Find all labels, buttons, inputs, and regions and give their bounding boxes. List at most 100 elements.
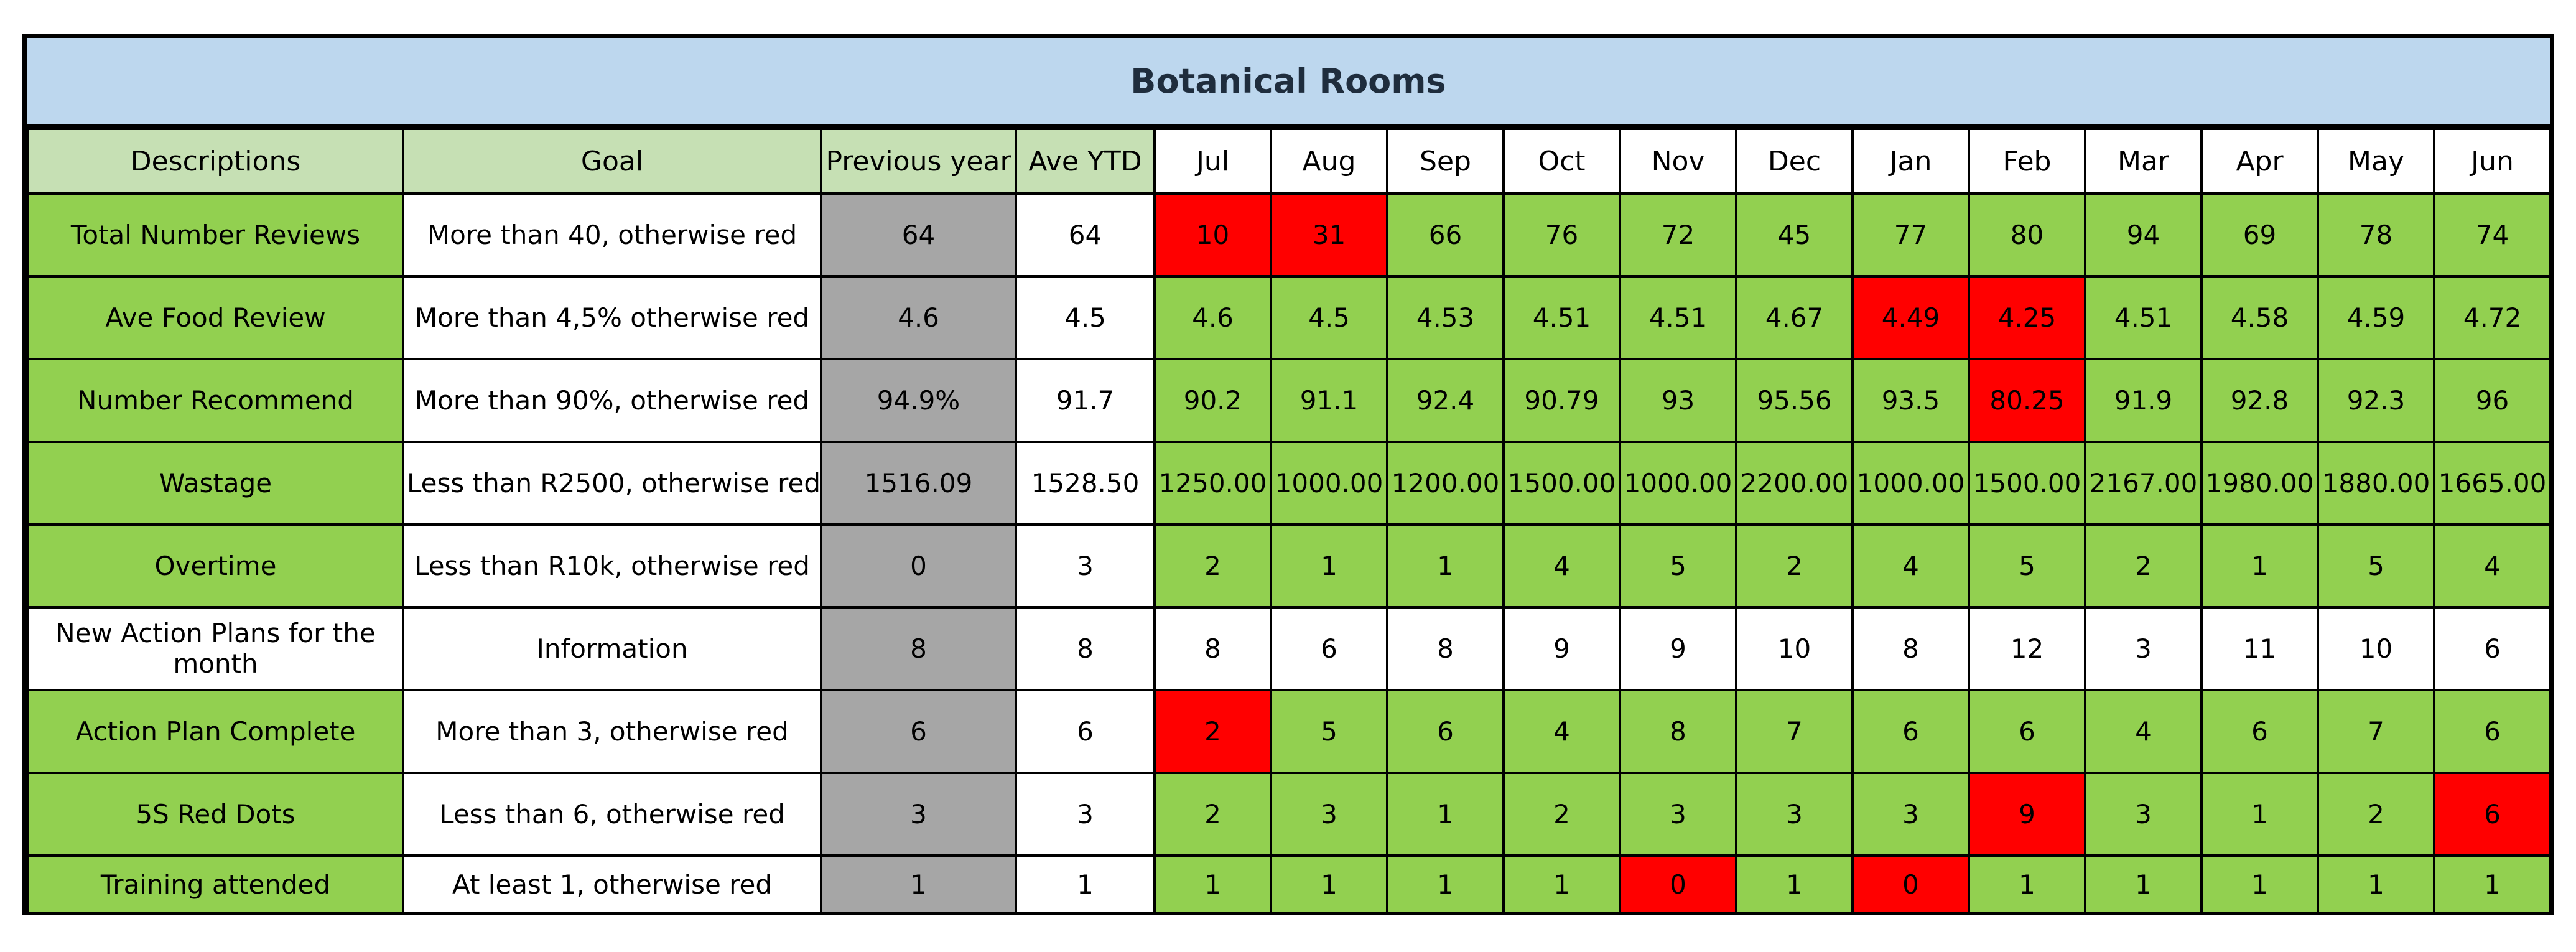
row-description[interactable]: Training attended [27,854,404,914]
month-cell[interactable]: 1 [2200,854,2319,914]
month-cell[interactable]: 6 [1968,689,2086,774]
month-cell[interactable]: 11 [2200,606,2319,691]
month-cell[interactable]: 1000.00 [1851,441,1970,526]
month-cell[interactable]: 45 [1735,192,1854,278]
row-description[interactable]: Overtime [27,523,404,609]
header-ave-ytd[interactable]: Ave YTD [1015,128,1156,195]
month-cell[interactable]: 4.67 [1735,275,1854,360]
month-cell[interactable]: 92.8 [2200,358,2319,443]
month-cell[interactable]: 31 [1270,192,1388,278]
month-cell[interactable]: 4 [1502,689,1621,774]
month-cell[interactable]: 8 [1386,606,1505,691]
header-feb[interactable]: Feb [1968,128,2086,195]
month-cell[interactable]: 4.51 [1619,275,1737,360]
month-cell[interactable]: 1 [2200,523,2319,609]
header-descriptions[interactable]: Descriptions [27,128,404,195]
row-goal[interactable]: More than 90%, otherwise red [402,358,822,443]
header-goal[interactable]: Goal [402,128,822,195]
row-goal[interactable]: Information [402,606,822,691]
month-cell[interactable]: 4.6 [1153,275,1272,360]
month-cell[interactable]: 6 [1851,689,1970,774]
row-ave-ytd[interactable]: 1528.50 [1015,441,1156,526]
month-cell[interactable]: 74 [2433,192,2552,278]
month-cell[interactable]: 1250.00 [1153,441,1272,526]
month-cell[interactable]: 3 [1619,772,1737,857]
month-cell[interactable]: 4.49 [1851,275,1970,360]
month-cell[interactable]: 93 [1619,358,1737,443]
month-cell[interactable]: 93.5 [1851,358,1970,443]
header-previous-year[interactable]: Previous year [820,128,1017,195]
month-cell[interactable]: 4.51 [1502,275,1621,360]
month-cell[interactable]: 9 [1502,606,1621,691]
month-cell[interactable]: 8 [1851,606,1970,691]
month-cell[interactable]: 72 [1619,192,1737,278]
header-nov[interactable]: Nov [1619,128,1737,195]
header-mar[interactable]: Mar [2084,128,2203,195]
row-previous-year[interactable]: 3 [820,772,1017,857]
month-cell[interactable]: 1 [1735,854,1854,914]
row-goal[interactable]: Less than R2500, otherwise red [402,441,822,526]
month-cell[interactable]: 2 [1153,772,1272,857]
month-cell[interactable]: 6 [2433,689,2552,774]
month-cell[interactable]: 4 [2433,523,2552,609]
row-description[interactable]: Wastage [27,441,404,526]
month-cell[interactable]: 1 [1153,854,1272,914]
month-cell[interactable]: 2 [1153,523,1272,609]
month-cell[interactable]: 8 [1619,689,1737,774]
row-goal[interactable]: More than 40, otherwise red [402,192,822,278]
month-cell[interactable]: 2200.00 [1735,441,1854,526]
month-cell[interactable]: 91.1 [1270,358,1388,443]
row-previous-year[interactable]: 1 [820,854,1017,914]
row-goal[interactable]: More than 4,5% otherwise red [402,275,822,360]
month-cell[interactable]: 5 [1270,689,1388,774]
month-cell[interactable]: 66 [1386,192,1505,278]
month-cell[interactable]: 1 [1270,523,1388,609]
month-cell[interactable]: 90.79 [1502,358,1621,443]
month-cell[interactable]: 3 [1735,772,1854,857]
month-cell[interactable]: 4.51 [2084,275,2203,360]
month-cell[interactable]: 9 [1968,772,2086,857]
month-cell[interactable]: 10 [1153,192,1272,278]
month-cell[interactable]: 10 [1735,606,1854,691]
month-cell[interactable]: 4.25 [1968,275,2086,360]
month-cell[interactable]: 95.56 [1735,358,1854,443]
month-cell[interactable]: 1200.00 [1386,441,1505,526]
month-cell[interactable]: 2 [1502,772,1621,857]
month-cell[interactable]: 1000.00 [1270,441,1388,526]
month-cell[interactable]: 90.2 [1153,358,1272,443]
month-cell[interactable]: 92.4 [1386,358,1505,443]
month-cell[interactable]: 0 [1851,854,1970,914]
row-previous-year[interactable]: 64 [820,192,1017,278]
month-cell[interactable]: 5 [1968,523,2086,609]
header-apr[interactable]: Apr [2200,128,2319,195]
row-previous-year[interactable]: 8 [820,606,1017,691]
header-aug[interactable]: Aug [1270,128,1388,195]
month-cell[interactable]: 1 [2317,854,2435,914]
month-cell[interactable]: 1 [1502,854,1621,914]
month-cell[interactable]: 4.5 [1270,275,1388,360]
month-cell[interactable]: 80 [1968,192,2086,278]
month-cell[interactable]: 1880.00 [2317,441,2435,526]
month-cell[interactable]: 78 [2317,192,2435,278]
month-cell[interactable]: 3 [1851,772,1970,857]
month-cell[interactable]: 1 [2200,772,2319,857]
month-cell[interactable]: 1 [2084,854,2203,914]
row-previous-year[interactable]: 4.6 [820,275,1017,360]
month-cell[interactable]: 1 [1386,854,1505,914]
month-cell[interactable]: 1 [2433,854,2552,914]
month-cell[interactable]: 12 [1968,606,2086,691]
header-jan[interactable]: Jan [1851,128,1970,195]
header-jun[interactable]: Jun [2433,128,2552,195]
month-cell[interactable]: 2 [2317,772,2435,857]
month-cell[interactable]: 4 [2084,689,2203,774]
month-cell[interactable]: 2167.00 [2084,441,2203,526]
month-cell[interactable]: 1 [1386,523,1505,609]
month-cell[interactable]: 80.25 [1968,358,2086,443]
row-description[interactable]: Number Recommend [27,358,404,443]
month-cell[interactable]: 4 [1851,523,1970,609]
month-cell[interactable]: 77 [1851,192,1970,278]
month-cell[interactable]: 10 [2317,606,2435,691]
month-cell[interactable]: 1000.00 [1619,441,1737,526]
row-ave-ytd[interactable]: 8 [1015,606,1156,691]
row-ave-ytd[interactable]: 91.7 [1015,358,1156,443]
